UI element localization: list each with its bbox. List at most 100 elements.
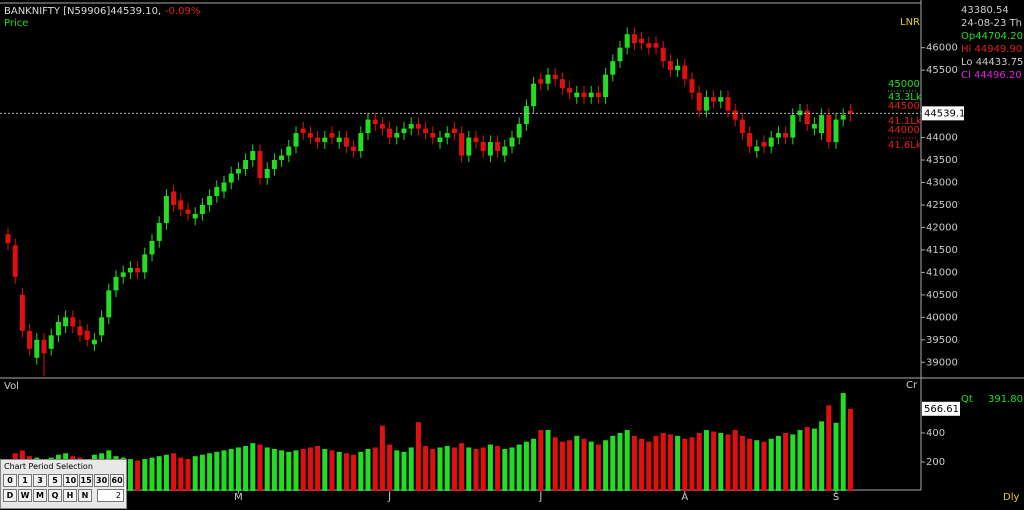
y-tick-label: 44000 xyxy=(926,133,958,144)
volume-bar xyxy=(552,437,558,491)
period-input[interactable]: 2 xyxy=(97,489,124,502)
period-button[interactable]: 1 xyxy=(18,474,32,487)
candle-body xyxy=(142,254,148,273)
candle-body xyxy=(192,213,198,219)
period-button[interactable]: W xyxy=(18,489,32,502)
volume-bar xyxy=(178,457,184,491)
y-tick-label: 42000 xyxy=(926,222,958,233)
candle-body xyxy=(804,110,810,125)
volume-bar xyxy=(336,451,342,491)
pane-label: Price xyxy=(4,18,28,29)
volume-bar xyxy=(279,450,285,491)
candle-body xyxy=(351,146,357,152)
candle-body xyxy=(747,133,753,147)
volume-bar xyxy=(199,454,205,491)
volume-bar xyxy=(495,446,501,491)
candle-body xyxy=(667,61,673,71)
candle-body xyxy=(307,133,313,138)
candle-body xyxy=(624,34,630,48)
volume-unit: Cr xyxy=(906,380,918,391)
volume-bar xyxy=(725,434,731,491)
candle-body xyxy=(538,79,544,84)
candle-body xyxy=(545,74,551,84)
candle-body xyxy=(394,133,400,138)
period-button[interactable]: 0 xyxy=(3,474,17,487)
period-button[interactable]: 10 xyxy=(63,474,78,487)
candle-body xyxy=(120,272,126,277)
candle-body xyxy=(250,151,256,161)
y-tick-label: 39000 xyxy=(926,357,958,368)
candle-body xyxy=(243,160,249,170)
candle-body xyxy=(315,137,321,143)
info-high: Hi 44949.90 xyxy=(961,44,1022,55)
volume-bar xyxy=(840,393,846,491)
candle-body xyxy=(336,137,342,143)
period-button[interactable]: 5 xyxy=(48,474,62,487)
period-button[interactable]: N xyxy=(78,489,92,502)
volume-bar xyxy=(365,448,371,491)
candle-body xyxy=(610,61,616,75)
period-button[interactable]: Q xyxy=(48,489,62,502)
info-price: 43380.54 xyxy=(961,5,1009,16)
candle-body xyxy=(279,155,285,161)
candle-body xyxy=(711,97,717,102)
candle-body xyxy=(365,119,371,134)
period-button[interactable]: M xyxy=(33,489,47,502)
candle-body xyxy=(135,267,141,273)
period-row: 0 1 3 5 10 15 30 60 xyxy=(1,473,126,488)
volume-bar xyxy=(451,447,457,491)
candle-body xyxy=(149,240,155,255)
y-tick-label: 40000 xyxy=(926,312,958,323)
candle-body xyxy=(19,294,25,331)
scale-mode: LNR xyxy=(900,17,920,28)
candle-body xyxy=(221,182,227,192)
candle-body xyxy=(783,133,789,138)
candle-body xyxy=(300,128,306,134)
candle-body xyxy=(826,115,832,143)
candle-body xyxy=(466,137,472,156)
volume-bar xyxy=(682,438,688,491)
volume-bar xyxy=(754,440,760,491)
period-button[interactable]: 30 xyxy=(94,474,109,487)
volume-bar xyxy=(567,440,573,491)
candle-body xyxy=(631,34,637,44)
volume-bar xyxy=(639,438,645,491)
volume-bar xyxy=(430,448,436,491)
candle-body xyxy=(703,97,709,111)
period-button[interactable]: D xyxy=(3,489,17,502)
candle-body xyxy=(12,245,18,277)
period-button[interactable]: H xyxy=(63,489,77,502)
volume-bar xyxy=(531,438,537,491)
volume-bar xyxy=(833,422,839,491)
volume-bar xyxy=(466,447,472,491)
x-tick-label: J xyxy=(538,492,542,503)
x-tick-label: J xyxy=(387,492,391,503)
volume-bar xyxy=(135,460,141,491)
volume-bar xyxy=(847,408,853,491)
candle-body xyxy=(70,317,76,327)
period-button[interactable]: 60 xyxy=(109,474,124,487)
candle-body xyxy=(617,47,623,62)
candle-body xyxy=(207,195,213,205)
level-label: 43.3Lk xyxy=(888,92,922,103)
volume-bar xyxy=(790,434,796,491)
candle-body xyxy=(84,330,90,340)
volume-bar xyxy=(343,453,349,491)
candle-body xyxy=(41,339,47,354)
candle-body xyxy=(653,43,659,48)
period-button[interactable]: 15 xyxy=(78,474,93,487)
volume-bar xyxy=(660,432,666,491)
volume-tick-label: 200 xyxy=(926,457,945,468)
candle-body xyxy=(293,133,299,147)
candle-body xyxy=(761,142,767,147)
volume-bar xyxy=(718,432,724,491)
candle-body xyxy=(408,124,414,129)
candle-body xyxy=(34,339,40,358)
volume-bar xyxy=(574,435,580,491)
candle-body xyxy=(689,79,695,93)
y-tick-label: 41500 xyxy=(926,245,958,256)
level-label: 44500 xyxy=(888,101,920,112)
period-button[interactable]: 3 xyxy=(33,474,47,487)
volume-bar xyxy=(631,435,637,491)
